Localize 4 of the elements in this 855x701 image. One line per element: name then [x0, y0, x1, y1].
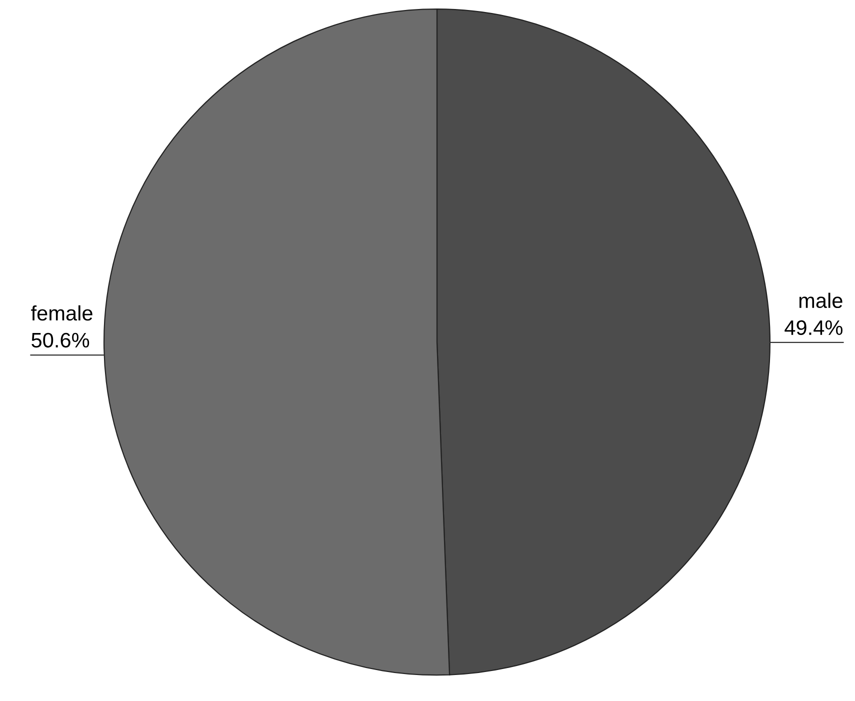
slice-label: female: [31, 305, 92, 321]
data-label: 50.6%: [32, 332, 90, 348]
data-label: 49.4%: [784, 320, 842, 336]
slice-label: male: [799, 292, 842, 308]
